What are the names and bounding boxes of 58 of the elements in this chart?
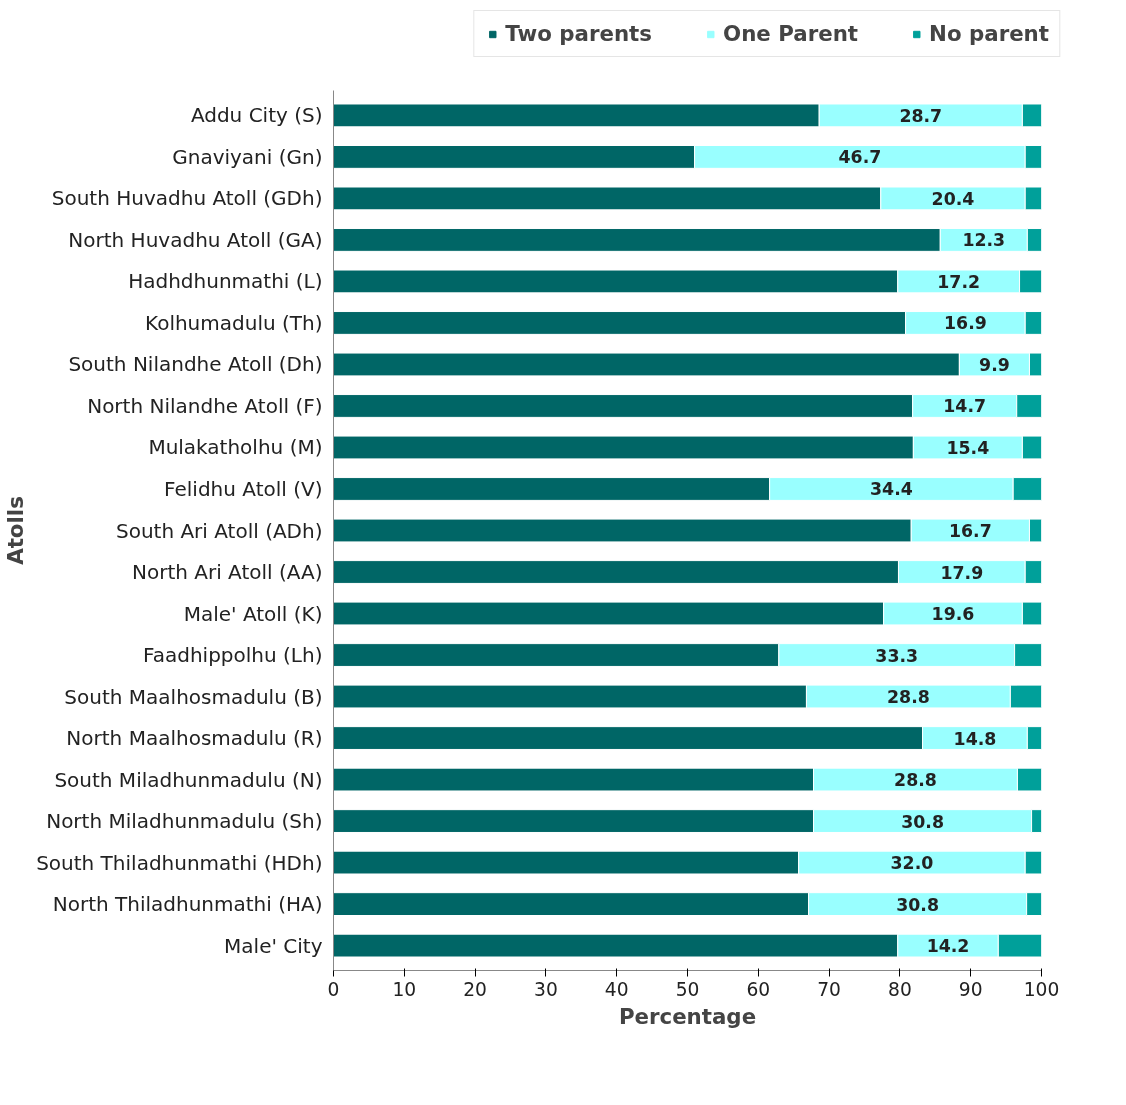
y-tick-label: Felidhu Atoll (V): [164, 476, 323, 501]
data-label: 15.4: [946, 437, 990, 458]
legend-label: Two parents: [505, 21, 653, 46]
x-tick-label: 50: [675, 978, 700, 1000]
legend-label: No parent: [929, 21, 1049, 46]
data-label: 19.6: [931, 604, 975, 625]
y-tick-label: South Miladhunmadulu (N): [54, 767, 323, 792]
x-tick-label: 20: [463, 978, 487, 1000]
data-label: 28.7: [899, 105, 943, 126]
x-tick-label: 90: [958, 978, 983, 1000]
y-tick-label: Hadhdhunmathi (L): [128, 269, 323, 294]
y-axis-title: Atolls: [3, 496, 29, 565]
y-tick-label: North Nilandhe Atoll (F): [87, 393, 323, 418]
y-tick-label: North Ari Atoll (AA): [131, 560, 323, 585]
data-label: 14.7: [943, 396, 987, 417]
x-tick-label: 10: [392, 978, 417, 1000]
y-tick-label: South Huvadhu Atoll (GDh): [51, 186, 323, 211]
data-label: 12.3: [962, 230, 1006, 251]
x-tick-label: 0: [327, 978, 340, 1000]
data-label: 30.8: [896, 894, 939, 915]
y-tick-label: South Ari Atoll (ADh): [115, 518, 323, 543]
data-label: 14.2: [926, 936, 970, 957]
y-tick-label: Male' City: [224, 933, 323, 958]
y-tick-label: North Miladhunmadulu (Sh): [46, 809, 323, 834]
x-tick-label: 40: [604, 978, 629, 1000]
y-tick-label: North Maalhosmadulu (R): [66, 726, 323, 751]
data-label: 33.3: [875, 645, 919, 666]
data-label: 32.0: [890, 853, 934, 874]
y-tick-label: Male' Atoll (K): [183, 601, 323, 626]
x-tick-label: 30: [534, 978, 558, 1000]
y-tick-label: South Nilandhe Atoll (Dh): [68, 352, 323, 377]
y-tick-label: South Maalhosmadulu (B): [64, 684, 323, 709]
y-tick-label: North Huvadhu Atoll (GA): [68, 227, 323, 252]
y-tick-label: South Thiladhunmathi (HDh): [36, 850, 323, 875]
y-tick-label: Gnaviyani (Gn): [172, 144, 323, 169]
legend-label: One Parent: [723, 21, 859, 46]
data-label: 17.2: [937, 271, 981, 292]
data-label: 17.9: [940, 562, 984, 583]
x-tick-label: 80: [888, 978, 912, 1000]
data-label: 16.7: [948, 521, 992, 541]
x-tick-label: 60: [746, 978, 771, 1000]
data-label: 14.8: [953, 728, 997, 749]
data-label: 28.8: [887, 687, 930, 708]
data-label: 28.8: [894, 770, 937, 791]
y-tick-label: Addu City (S): [190, 103, 323, 128]
data-label: 30.8: [901, 811, 944, 832]
data-label: 20.4: [931, 188, 975, 209]
y-tick-label: North Thiladhunmathi (HA): [52, 892, 323, 917]
data-label: 16.9: [944, 313, 987, 334]
x-axis-title: Percentage: [618, 1003, 757, 1029]
data-label: 9.9: [979, 354, 1010, 375]
y-tick-label: Faadhippolhu (Lh): [143, 643, 323, 668]
x-tick-label: 70: [817, 978, 841, 1000]
x-tick-label: 100: [1023, 978, 1060, 1000]
y-tick-label: Mulakatholhu (M): [148, 435, 323, 460]
data-label: 46.7: [838, 147, 882, 168]
y-tick-label: Kolhumadulu (Th): [145, 310, 323, 335]
data-label: 34.4: [870, 479, 913, 500]
